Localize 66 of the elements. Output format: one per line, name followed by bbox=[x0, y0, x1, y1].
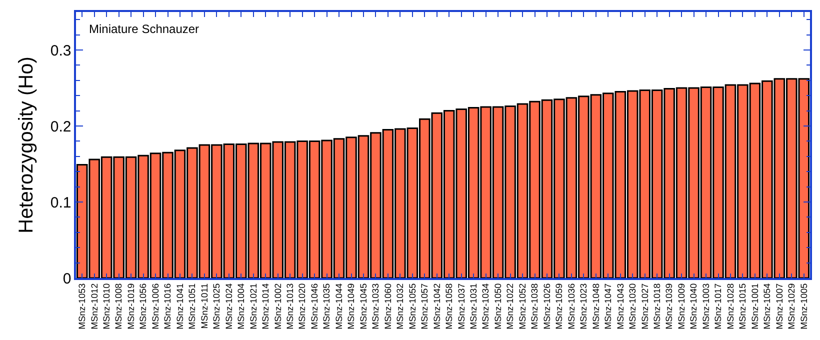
x-tick-label: MSnz-1060 bbox=[382, 283, 393, 330]
x-tick-label: MSnz-1031 bbox=[468, 283, 479, 330]
x-tick-label: MSnz-1017 bbox=[713, 283, 724, 330]
x-tick-label: MSnz-1033 bbox=[370, 283, 381, 330]
x-tick-label: MSnz-1029 bbox=[786, 283, 797, 330]
x-tick-label: MSnz-1016 bbox=[162, 283, 173, 330]
x-tick-label: MSnz-1049 bbox=[346, 283, 356, 330]
x-tick-label: MSnz-1002 bbox=[272, 283, 283, 330]
x-tick-label: MSnz-1048 bbox=[590, 283, 601, 330]
y-tick-label: 0.1 bbox=[50, 194, 72, 212]
x-tick-label: MSnz-1043 bbox=[615, 283, 626, 330]
x-tick-label: MSnz-1040 bbox=[688, 283, 699, 330]
x-tick-label: MSnz-1008 bbox=[114, 283, 124, 330]
y-tick-label: 0.3 bbox=[50, 42, 72, 60]
x-tick-label: MSnz-1056 bbox=[138, 283, 148, 330]
x-tick-label: MSnz-1058 bbox=[444, 283, 454, 330]
x-tick-label: MSnz-1003 bbox=[700, 283, 711, 330]
y-axis-title: Heterozygosity (Ho) bbox=[15, 56, 38, 234]
x-tick-label: MSnz-1039 bbox=[664, 283, 674, 330]
x-tick-label: MSnz-1007 bbox=[774, 283, 784, 330]
x-tick-label: MSnz-1053 bbox=[77, 283, 88, 330]
x-tick-label: MSnz-1032 bbox=[395, 283, 406, 330]
x-tick-label: MSnz-1045 bbox=[358, 283, 368, 330]
x-tick-label: MSnz-1015 bbox=[738, 283, 748, 330]
x-tick-label: MSnz-1042 bbox=[432, 283, 442, 330]
x-tick-label: MSnz-1018 bbox=[652, 283, 662, 330]
x-tick-label: MSnz-1036 bbox=[566, 283, 576, 330]
x-tick-label: MSnz-1047 bbox=[603, 283, 614, 330]
x-tick-label: MSnz-1005 bbox=[798, 283, 809, 330]
x-tick-label: MSnz-1004 bbox=[236, 283, 246, 330]
x-tick-label: MSnz-1026 bbox=[542, 283, 552, 330]
x-tick-label: MSnz-1057 bbox=[420, 283, 430, 330]
x-tick-label: MSnz-1020 bbox=[297, 283, 308, 330]
x-tick-label: MSnz-1030 bbox=[628, 283, 638, 330]
x-tick-label: MSnz-1059 bbox=[554, 283, 564, 330]
x-tick-label: MSnz-1001 bbox=[750, 283, 760, 330]
x-tick-label: MSnz-1038 bbox=[530, 283, 540, 330]
x-tick-label: MSnz-1023 bbox=[578, 283, 589, 330]
x-tick-label: MSnz-1021 bbox=[248, 283, 258, 330]
x-tick-label: MSnz-1009 bbox=[676, 283, 686, 330]
x-tick-label: MSnz-1035 bbox=[322, 283, 332, 330]
x-tick-label: MSnz-1014 bbox=[260, 283, 271, 330]
x-tick-label: MSnz-1034 bbox=[480, 283, 491, 330]
x-tick-label: MSnz-1055 bbox=[407, 283, 418, 330]
x-tick-label: MSnz-1027 bbox=[640, 283, 650, 330]
x-tick-label: MSnz-1012 bbox=[89, 283, 100, 330]
x-tick-label: MSnz-1022 bbox=[505, 283, 516, 330]
x-tick-label: MSnz-1006 bbox=[150, 283, 160, 330]
x-tick-label: MSnz-1013 bbox=[285, 283, 296, 330]
x-tick-label: MSnz-1010 bbox=[102, 283, 112, 330]
annotation: Miniature Schnauzer bbox=[89, 22, 200, 36]
x-tick-label: MSnz-1041 bbox=[174, 283, 185, 330]
x-tick-label: MSnz-1025 bbox=[212, 283, 222, 330]
y-tick-label: 0 bbox=[62, 270, 72, 288]
x-tick-label: MSnz-1050 bbox=[492, 283, 503, 330]
x-tick-label: MSnz-1011 bbox=[199, 283, 210, 329]
x-tick-label: MSnz-1046 bbox=[309, 283, 320, 330]
x-tick-label: MSnz-1028 bbox=[725, 283, 736, 330]
x-tick-label: MSnz-1044 bbox=[334, 283, 344, 330]
x-tick-label: MSnz-1054 bbox=[762, 283, 772, 330]
x-tick-label: MSnz-1024 bbox=[224, 283, 234, 330]
x-tick-label: MSnz-1051 bbox=[187, 283, 198, 330]
x-tick-label: MSnz-1052 bbox=[517, 283, 528, 330]
x-tick-label: MSnz-1019 bbox=[126, 283, 136, 330]
y-tick-label: 0.2 bbox=[50, 118, 72, 136]
x-tick-label: MSnz-1037 bbox=[456, 283, 466, 330]
